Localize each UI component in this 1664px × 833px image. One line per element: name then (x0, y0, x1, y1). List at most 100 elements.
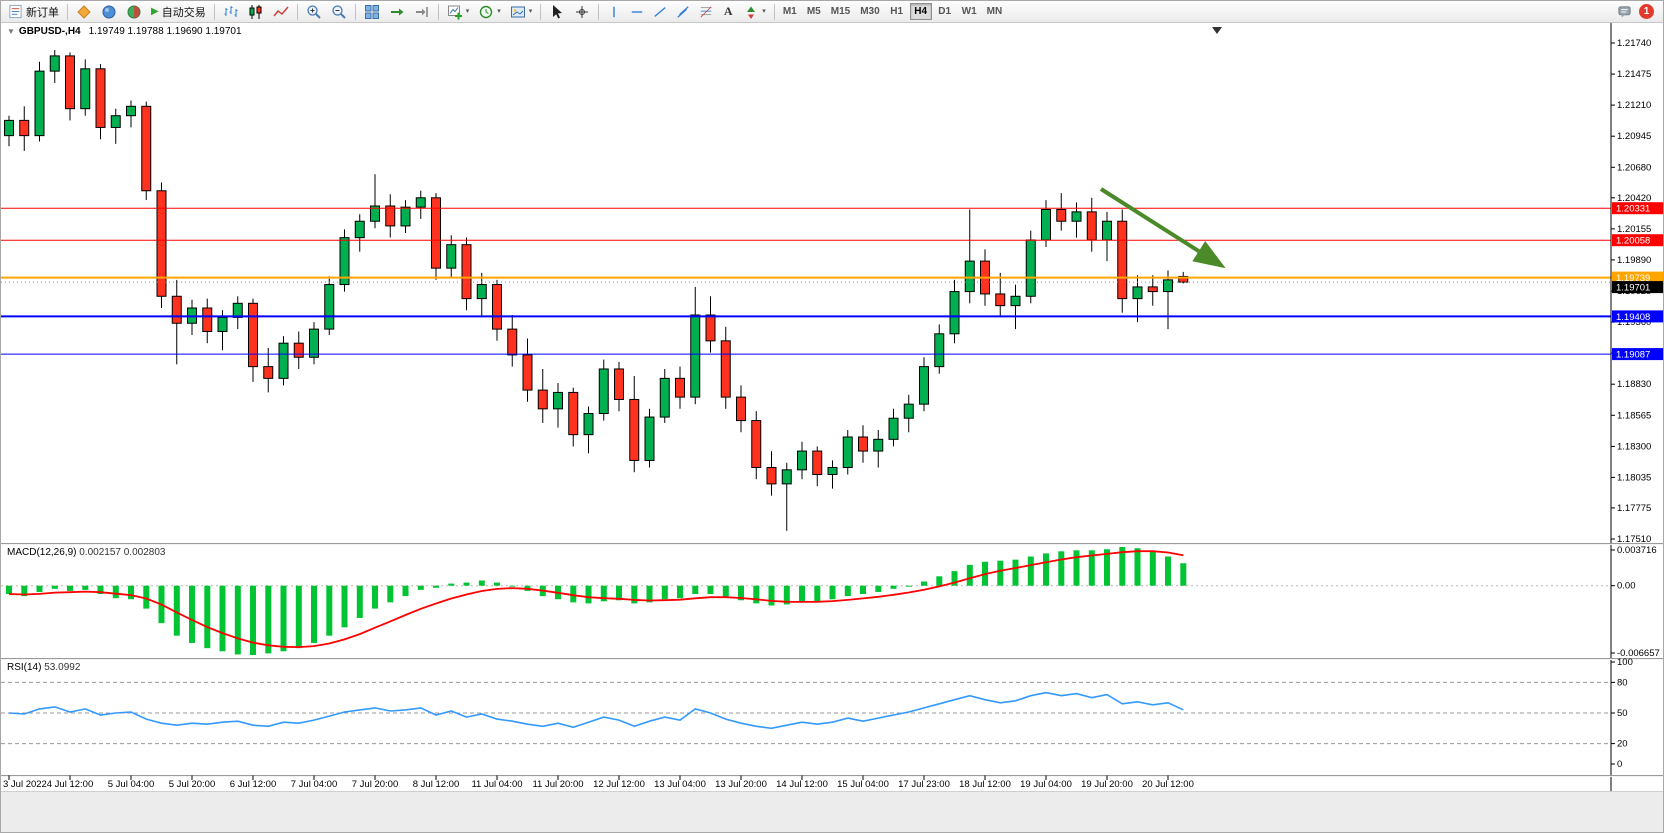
svg-text:15 Jul 04:00: 15 Jul 04:00 (837, 779, 889, 790)
svg-text:11 Jul 04:00: 11 Jul 04:00 (471, 779, 522, 790)
trendline-icon[interactable] (649, 2, 671, 22)
trend-arrow[interactable] (1099, 187, 1226, 269)
timeframe-h1[interactable]: H1 (886, 3, 908, 20)
fibonacci-icon[interactable] (695, 2, 717, 22)
svg-text:14 Jul 12:00: 14 Jul 12:00 (776, 779, 828, 790)
svg-text:13 Jul 04:00: 13 Jul 04:00 (654, 779, 706, 790)
svg-text:13 Jul 20:00: 13 Jul 20:00 (715, 779, 767, 790)
zoom-in-icon[interactable] (302, 2, 326, 22)
time-axis[interactable]: 3 Jul 2022 4 Jul 12:00 5 Jul 04:00 5 Jul 20… (3, 775, 1194, 791)
timeframe-w1[interactable]: W1 (958, 3, 981, 20)
svg-text:1.18300: 1.18300 (1617, 441, 1651, 452)
timeframe-h4[interactable]: H4 (909, 3, 932, 20)
svg-text:20: 20 (1617, 739, 1628, 750)
svg-text:1.19739: 1.19739 (1616, 273, 1650, 284)
chart-shift-icon[interactable] (410, 2, 434, 22)
chat-icon[interactable] (1613, 2, 1636, 22)
horizontal-line-icon[interactable] (626, 2, 648, 22)
text-tool-button[interactable]: A (718, 2, 738, 22)
macd-signal-line (8, 550, 1184, 649)
price-line-label: 1.19408 (1612, 310, 1663, 323)
svg-text:1.20155: 1.20155 (1617, 224, 1651, 235)
price-axis[interactable]: 1.21740 1.21475 1.21210 1.20945 1.20680 1.204… (1610, 23, 1664, 791)
svg-text:4 Jul 12:00: 4 Jul 12:00 (47, 779, 93, 790)
autotrading-play-icon: ▶ (151, 5, 159, 17)
timeframe-m1[interactable]: M1 (779, 3, 801, 20)
svg-text:0.003716: 0.003716 (1617, 545, 1657, 556)
separator (773, 3, 775, 20)
svg-text:7 Jul 04:00: 7 Jul 04:00 (291, 779, 337, 790)
svg-text:1.18565: 1.18565 (1617, 410, 1651, 421)
zoom-out-icon[interactable] (327, 2, 351, 22)
price-line-label: 1.19739 (1612, 271, 1663, 284)
text-icon: A (723, 4, 733, 18)
separator (213, 3, 215, 20)
timeframe-m30[interactable]: M30 (856, 3, 883, 20)
market-icon[interactable] (122, 2, 146, 22)
svg-text:1.19701: 1.19701 (1616, 283, 1650, 294)
timeframe-toolbar: M1 M5 M15 M30 H1 H4 D1 W1 MN (779, 3, 1006, 20)
candlestick-series (4, 50, 1189, 531)
svg-text:1.19890: 1.19890 (1617, 255, 1651, 266)
rsi-value: 53.0992 (44, 662, 81, 673)
chevron-down-icon: ▾ (528, 8, 533, 15)
equidistant-channel-icon[interactable] (672, 2, 694, 22)
chart-canvas[interactable]: 1.21740 1.21475 1.21210 1.20945 1.20680 1.204… (1, 23, 1664, 791)
svg-text:1.19087: 1.19087 (1616, 350, 1650, 361)
svg-text:1.20058: 1.20058 (1616, 236, 1650, 247)
new-order-icon (8, 4, 23, 19)
timeframe-m5[interactable]: M5 (803, 3, 825, 20)
price-line-label: 1.20331 (1612, 202, 1663, 215)
svg-text:1.19360: 1.19360 (1617, 317, 1651, 328)
autotrading-button[interactable]: ▶ 自动交易 (147, 2, 210, 22)
symbol-period-label: GBPUSD-,H4 (18, 26, 81, 37)
templates-button[interactable]: ▾ (506, 2, 537, 22)
chevron-down-icon: ▾ (762, 8, 766, 15)
auto-scroll-icon[interactable] (385, 2, 409, 22)
svg-text:1.21475: 1.21475 (1617, 69, 1651, 80)
svg-text:1.20945: 1.20945 (1617, 131, 1651, 142)
new-chart-button[interactable]: ▾ (443, 2, 474, 22)
rsi-title: RSI(14) (7, 662, 42, 673)
vertical-line-icon[interactable] (603, 2, 625, 22)
profile-icon[interactable] (97, 2, 121, 22)
svg-text:80: 80 (1617, 677, 1628, 688)
svg-text:7 Jul 20:00: 7 Jul 20:00 (352, 779, 398, 790)
svg-text:1.18830: 1.18830 (1617, 379, 1651, 390)
timeframe-d1[interactable]: D1 (934, 3, 956, 20)
svg-text:8 Jul 12:00: 8 Jul 12:00 (413, 779, 459, 790)
crosshair-icon[interactable] (570, 2, 594, 22)
bar-chart-icon[interactable] (219, 2, 243, 22)
macd-values: 0.002157 0.002803 (79, 547, 166, 558)
svg-text:1.18035: 1.18035 (1617, 472, 1651, 483)
ohlc-values: 1.19749 1.19788 1.19690 1.19701 (88, 26, 242, 37)
cursor-icon[interactable] (545, 2, 569, 22)
svg-text:1.20420: 1.20420 (1617, 193, 1651, 204)
arrows-button[interactable]: ▾ (739, 2, 770, 22)
svg-text:5 Jul 04:00: 5 Jul 04:00 (108, 779, 154, 790)
tile-windows-icon[interactable] (360, 2, 384, 22)
one-click-trading-toggle[interactable]: ▼ (7, 27, 15, 36)
mql5-icon[interactable] (72, 2, 96, 22)
new-order-button[interactable]: 新订单 (4, 2, 63, 22)
svg-text:100: 100 (1617, 657, 1633, 668)
notification-badge[interactable]: 1 (1639, 4, 1654, 19)
rsi-label: RSI(14) 53.0992 (7, 662, 80, 673)
line-chart-icon[interactable] (269, 2, 293, 22)
horizontal-price-lines[interactable] (1, 207, 1611, 355)
chevron-down-icon: ▾ (497, 8, 501, 15)
svg-text:0.00: 0.00 (1617, 581, 1636, 592)
timeframe-mn[interactable]: MN (983, 3, 1007, 20)
bid-price-label: 1.19701 (1612, 281, 1663, 294)
scroll-end-marker[interactable] (1212, 27, 1222, 34)
rsi-line (8, 691, 1184, 730)
candlestick-chart-icon[interactable] (244, 2, 268, 22)
price-line-label: 1.19087 (1612, 348, 1663, 361)
svg-text:19 Jul 04:00: 19 Jul 04:00 (1020, 779, 1072, 790)
timeframe-m15[interactable]: M15 (827, 3, 854, 20)
svg-text:1.21210: 1.21210 (1617, 100, 1651, 111)
chart-title: ▼ GBPUSD-,H4 1.19749 1.19788 1.19690 1.197… (7, 26, 242, 37)
svg-text:5 Jul 20:00: 5 Jul 20:00 (169, 779, 215, 790)
periodicity-button[interactable]: ▾ (474, 2, 505, 22)
